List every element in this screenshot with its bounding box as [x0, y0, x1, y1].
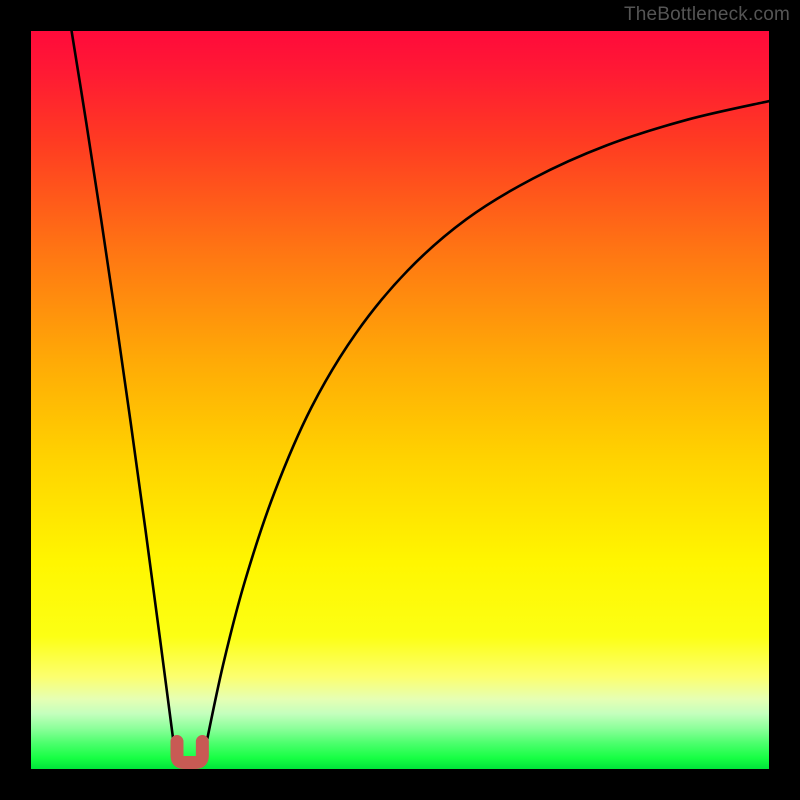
minimum-marker [31, 31, 769, 769]
chart-container: TheBottleneck.com [0, 0, 800, 800]
plot-area [31, 31, 769, 769]
watermark-text: TheBottleneck.com [624, 4, 790, 26]
